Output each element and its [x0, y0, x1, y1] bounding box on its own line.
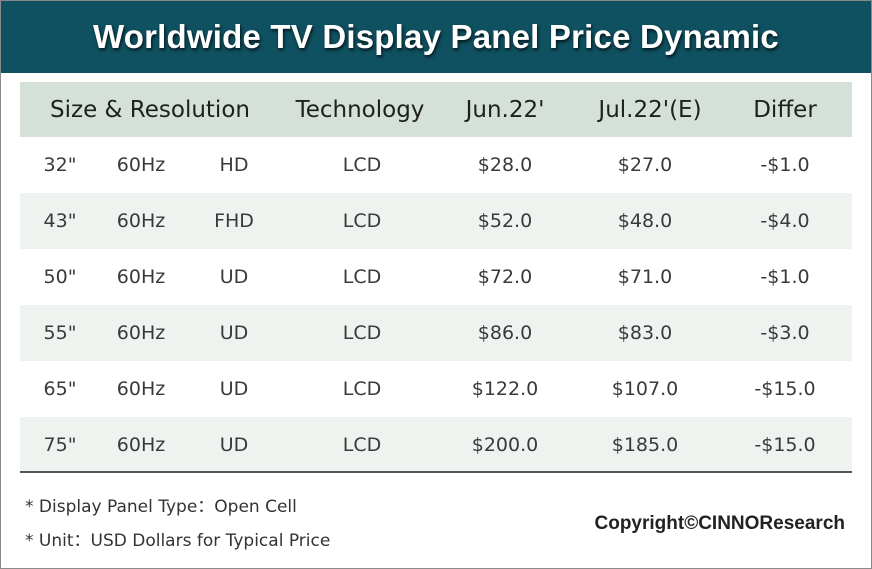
- cell-technology: LCD: [342, 266, 382, 288]
- cell-size: 50": [43, 266, 77, 288]
- cell-resolution: UD: [219, 266, 249, 288]
- cell-technology: LCD: [342, 434, 382, 456]
- cell-jul22e: $27.0: [617, 154, 673, 176]
- cell-size: 65": [43, 378, 77, 400]
- cell-jul22e: $71.0: [617, 266, 673, 288]
- cell-size: 43": [43, 210, 77, 232]
- cell-jun22: $72.0: [477, 266, 533, 288]
- cell-jun22: $28.0: [477, 154, 533, 176]
- cell-jul22e: $48.0: [617, 210, 673, 232]
- table-row: 32" 60Hz HD LCD $28.0 $27.0 -$1.0: [20, 137, 852, 193]
- table-row: 75" 60Hz UD LCD $200.0 $185.0 -$15.0: [20, 417, 852, 473]
- table-bottom-rule: [20, 471, 852, 473]
- cell-technology: LCD: [342, 378, 382, 400]
- cell-resolution: UD: [219, 434, 249, 456]
- table-row: 65" 60Hz UD LCD $122.0 $107.0 -$15.0: [20, 361, 852, 417]
- cell-technology: LCD: [342, 154, 382, 176]
- cell-differ: -$4.0: [760, 210, 810, 232]
- cell-size: 75": [43, 434, 77, 456]
- cell-technology: LCD: [342, 210, 382, 232]
- cell-resolution: HD: [219, 154, 249, 176]
- cell-resolution: FHD: [214, 210, 254, 232]
- cell-technology: LCD: [342, 322, 382, 344]
- table-header-row: Size & Resolution Technology Jun.22' Jul…: [20, 82, 852, 137]
- column-header-jul22e: Jul.22'(E): [598, 96, 702, 123]
- cell-refresh: 60Hz: [116, 266, 166, 288]
- column-header-technology: Technology: [295, 96, 425, 123]
- cell-jul22e: $107.0: [611, 378, 679, 400]
- cell-refresh: 60Hz: [116, 434, 166, 456]
- cell-jun22: $86.0: [477, 322, 533, 344]
- table-row: 55" 60Hz UD LCD $86.0 $83.0 -$3.0: [20, 305, 852, 361]
- cell-jul22e: $185.0: [611, 434, 679, 456]
- footnote-unit: * Unit：USD Dollars for Typical Price: [25, 531, 331, 551]
- cell-differ: -$3.0: [760, 322, 810, 344]
- cell-jun22: $122.0: [471, 378, 539, 400]
- cell-refresh: 60Hz: [116, 378, 166, 400]
- cell-jun22: $200.0: [471, 434, 539, 456]
- cell-refresh: 60Hz: [116, 210, 166, 232]
- cell-refresh: 60Hz: [116, 154, 166, 176]
- cell-differ: -$1.0: [760, 266, 810, 288]
- column-header-size-resolution: Size & Resolution: [50, 96, 250, 123]
- cell-jul22e: $83.0: [617, 322, 673, 344]
- cell-refresh: 60Hz: [116, 322, 166, 344]
- page-title: Worldwide TV Display Panel Price Dynamic: [93, 18, 779, 55]
- table-row: 43" 60Hz FHD LCD $52.0 $48.0 -$4.0: [20, 193, 852, 249]
- cell-size: 32": [43, 154, 77, 176]
- column-header-differ: Differ: [753, 96, 817, 123]
- cell-differ: -$15.0: [754, 378, 816, 400]
- table-row: 50" 60Hz UD LCD $72.0 $71.0 -$1.0: [20, 249, 852, 305]
- footnote-panel-type: * Display Panel Type：Open Cell: [25, 497, 297, 517]
- cell-resolution: UD: [219, 322, 249, 344]
- price-table: Size & Resolution Technology Jun.22' Jul…: [20, 82, 852, 473]
- copyright-label: Copyright©CINNOResearch: [594, 513, 846, 534]
- cell-differ: -$1.0: [760, 154, 810, 176]
- cell-resolution: UD: [219, 378, 249, 400]
- cell-size: 55": [43, 322, 77, 344]
- title-band: Worldwide TV Display Panel Price Dynamic: [1, 1, 871, 73]
- cell-differ: -$15.0: [754, 434, 816, 456]
- cell-jun22: $52.0: [477, 210, 533, 232]
- column-header-jun22: Jun.22': [465, 96, 545, 123]
